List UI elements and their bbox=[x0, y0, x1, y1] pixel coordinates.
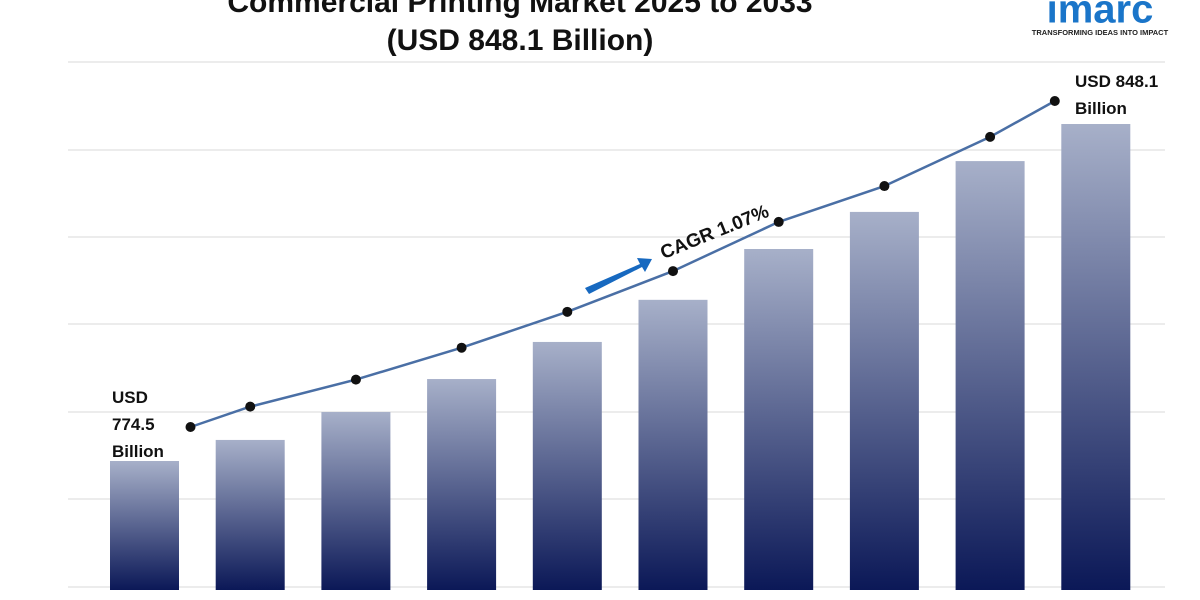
bar bbox=[744, 249, 814, 591]
logo: imarc bbox=[1047, 0, 1154, 32]
bar bbox=[110, 461, 179, 590]
bar bbox=[532, 341, 602, 590]
trend-point bbox=[668, 266, 678, 277]
bar bbox=[955, 161, 1025, 590]
value-label: USD 848.1 Billion bbox=[1075, 72, 1159, 118]
trend-point bbox=[562, 306, 573, 317]
value-label: USD 774.5 Billion bbox=[112, 388, 164, 461]
bar bbox=[849, 211, 919, 591]
trend-point bbox=[350, 374, 361, 385]
trend-point bbox=[879, 181, 890, 192]
bar bbox=[321, 412, 391, 590]
logo-tagline: TRANSFORMING IDEAS INTO IMPACT bbox=[1032, 28, 1169, 37]
bar bbox=[427, 379, 497, 590]
bars bbox=[110, 124, 1131, 591]
cagr-arrow bbox=[585, 258, 652, 294]
trend-point bbox=[456, 342, 467, 353]
trend-line bbox=[190, 99, 1056, 429]
bar bbox=[215, 439, 285, 590]
chart-subtitle: (USD 848.1 Billion) bbox=[387, 24, 654, 57]
trend-point bbox=[1049, 96, 1060, 106]
trend-point bbox=[773, 216, 784, 227]
chart-title: Commercial Printing Market 2025 to 2033 bbox=[227, 0, 812, 19]
trend-point bbox=[985, 131, 996, 142]
trend-point bbox=[185, 422, 196, 432]
trend-point bbox=[245, 401, 256, 412]
bar bbox=[1061, 124, 1131, 590]
bar bbox=[638, 299, 708, 590]
trend bbox=[185, 96, 1060, 432]
